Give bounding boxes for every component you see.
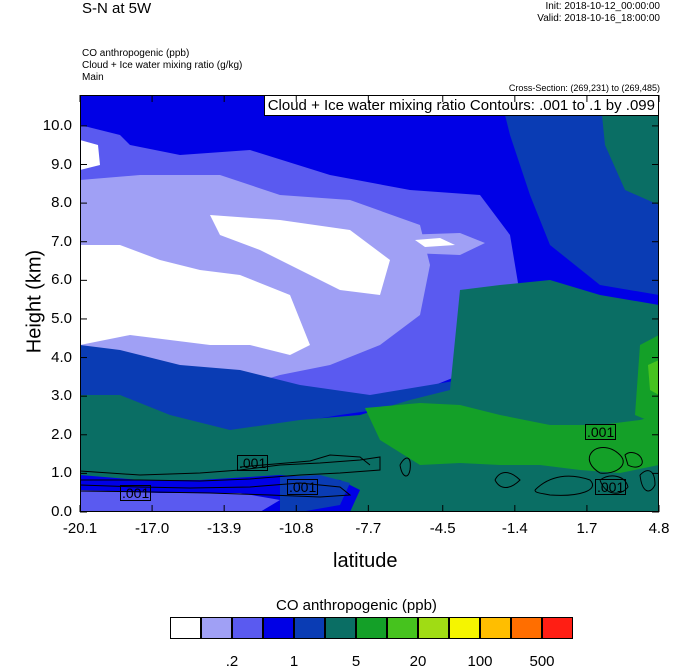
contour-info-box: Cloud + Ice water mixing ratio Contours:… xyxy=(263,95,659,116)
x-tick-label: 1.7 xyxy=(576,520,598,537)
y-tick-label: 7.0 xyxy=(51,232,72,250)
contour-line xyxy=(534,475,593,496)
valid-time: Valid: 2018-10-16_18:00:00 xyxy=(537,13,660,24)
field-white-small xyxy=(415,238,455,247)
field-green xyxy=(365,403,659,473)
colorbar-swatch xyxy=(387,617,418,639)
y-tick-label: 1.0 xyxy=(51,464,72,482)
contour-label: .001 xyxy=(585,424,617,440)
colorbar-label: 100 xyxy=(467,653,493,670)
colorbar-swatch xyxy=(294,617,325,639)
field-dark-blue-mid xyxy=(80,345,460,435)
contour-label: .001 xyxy=(595,479,627,495)
colorbar-swatch xyxy=(232,617,263,639)
y-tick-label: 8.0 xyxy=(51,194,72,212)
colorbar-swatch xyxy=(201,617,232,639)
colorbar-label: .2 xyxy=(225,653,239,670)
y-tick-label: 2.0 xyxy=(51,425,72,443)
colorbar-label: 5 xyxy=(351,653,361,670)
colorbar-title: CO anthropogenic (ppb) xyxy=(276,597,437,614)
cross-section-label: Cross-Section: (269,231) to (269,485) xyxy=(508,83,660,93)
y-tick-label: 0.0 xyxy=(51,503,72,520)
contour-line xyxy=(80,482,352,498)
field-label-cloud: Cloud + Ice water mixing ratio (g/kg) xyxy=(82,60,243,71)
x-axis-title: latitude xyxy=(333,550,398,572)
field-white-corner xyxy=(80,140,100,170)
field-label-co: CO anthropogenic (ppb) xyxy=(82,48,190,59)
contour-line xyxy=(599,475,629,494)
colorbar-swatch xyxy=(325,617,356,639)
colorbar-swatch xyxy=(418,617,449,639)
colorbar-label: 1 xyxy=(289,653,299,670)
contour-label: .001 xyxy=(120,485,152,501)
x-tick-label: -20.1 xyxy=(62,520,98,537)
field-white xyxy=(80,245,310,355)
colorbar-swatch xyxy=(480,617,511,639)
x-tick-label: -7.7 xyxy=(355,520,382,537)
y-axis-title: Height (km) xyxy=(23,249,46,354)
x-tick-label: -10.8 xyxy=(279,520,314,537)
contour-line xyxy=(639,470,656,492)
field-light-green xyxy=(648,360,659,395)
x-tick-label: -4.5 xyxy=(429,520,456,537)
y-tick-label: 9.0 xyxy=(51,155,72,173)
field-dark-blue-low xyxy=(280,475,350,512)
contour-label: .001 xyxy=(237,455,269,471)
colorbar-swatch xyxy=(170,617,201,639)
field-label-main: Main xyxy=(82,72,104,83)
contour-line xyxy=(588,447,624,474)
field-teal-upper xyxy=(600,95,659,205)
contour-line xyxy=(80,456,381,482)
x-tick-label: 4.8 xyxy=(648,520,670,537)
y-tick-label: 3.0 xyxy=(51,387,72,405)
heatmap-svg xyxy=(80,95,659,512)
colorbar-swatch xyxy=(511,617,542,639)
colorbar-swatch xyxy=(356,617,387,639)
x-tick-label: -13.9 xyxy=(207,520,242,537)
init-time: Init: 2018-10-12_00:00:00 xyxy=(545,1,660,12)
field-white-upper xyxy=(210,215,390,295)
colorbar xyxy=(170,617,573,639)
contour-label: .001 xyxy=(287,479,319,495)
x-tick-label: -17.0 xyxy=(134,520,170,537)
colorbar-swatch xyxy=(263,617,294,639)
y-tick-label: 6.0 xyxy=(51,271,72,289)
y-tick-label: 5.0 xyxy=(51,309,72,327)
colorbar-swatch xyxy=(449,617,480,639)
colorbar-label: 500 xyxy=(529,653,555,670)
colorbar-label: 20 xyxy=(409,653,427,670)
contour-line xyxy=(624,452,643,468)
cloud-contours xyxy=(80,447,656,498)
chart-title: S-N at 5W xyxy=(82,0,152,17)
x-tick-label: -1.4 xyxy=(501,520,528,537)
field-medium-blue-low xyxy=(80,490,280,512)
y-tick-label: 4.0 xyxy=(51,348,72,366)
plot-area: Cloud + Ice water mixing ratio Contours:… xyxy=(80,95,659,512)
contour-line xyxy=(239,454,371,468)
colorbar-swatch xyxy=(542,617,573,639)
contour-line xyxy=(399,457,411,477)
y-tick-label: 10.0 xyxy=(42,116,72,134)
contour-line xyxy=(494,472,521,488)
